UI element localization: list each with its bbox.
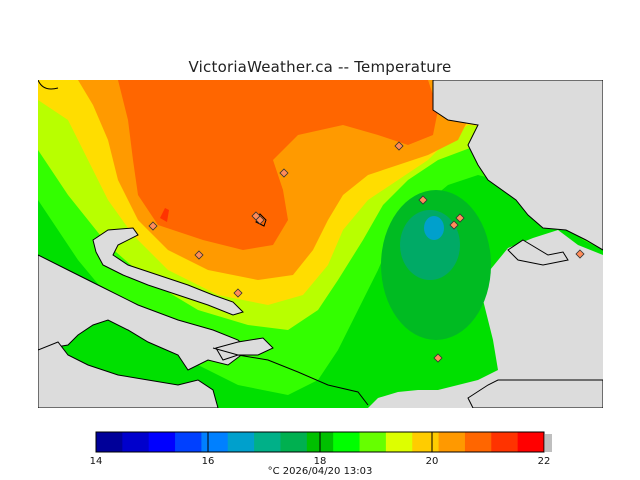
legend-swatch	[359, 432, 387, 452]
legend-border	[95, 431, 545, 453]
station-marker	[233, 288, 243, 298]
legend-tick-label: 16	[202, 456, 215, 467]
station-marker	[433, 353, 443, 363]
station-marker	[449, 220, 459, 230]
water-south	[38, 341, 219, 408]
legend-swatch	[280, 432, 308, 452]
water-east	[432, 80, 603, 251]
legend-swatch	[517, 432, 545, 452]
station-marker	[279, 168, 289, 178]
legend-swatch	[148, 432, 176, 452]
legend-swatch	[175, 432, 202, 452]
legend-ticks: 14 16 18 20 22	[90, 432, 551, 467]
station-marker	[148, 221, 158, 231]
legend-swatch	[333, 432, 361, 452]
water-southeast	[467, 379, 603, 408]
legend-swatch	[464, 432, 492, 452]
legend-swatch	[122, 432, 150, 452]
contour-teal	[400, 210, 460, 280]
water-harbour	[92, 227, 244, 316]
coast-south-land	[212, 347, 369, 406]
coast-north-arc	[38, 80, 59, 90]
contour-cyan	[424, 216, 444, 240]
contour-red-spot	[160, 208, 169, 222]
temperature-map	[38, 80, 603, 408]
legend-swatch	[254, 432, 281, 452]
legend-swatch	[201, 432, 229, 452]
legend-swatch	[227, 432, 255, 452]
water-inlet	[507, 239, 569, 266]
legend-tick-label: 20	[426, 456, 439, 467]
legend-swatch	[96, 432, 123, 452]
legend-swatch	[306, 432, 334, 452]
legend-swatch	[491, 432, 519, 452]
legend-swatch	[412, 432, 440, 452]
legend-caption: °C 2026/04/20 13:03	[268, 466, 373, 477]
station-marker	[194, 250, 204, 260]
station-marker	[394, 141, 404, 151]
legend-tick-label: 22	[538, 456, 551, 467]
station-marker	[575, 249, 585, 259]
station-marker	[255, 215, 265, 225]
legend-shadow	[545, 434, 552, 452]
legend-swatch	[385, 432, 413, 452]
legend-swatch	[438, 432, 466, 452]
legend-swatches	[95, 431, 545, 453]
map-title: VictoriaWeather.ca -- Temperature	[188, 58, 452, 76]
water-areas	[38, 80, 603, 408]
water-strait	[38, 254, 249, 371]
station-marker	[418, 195, 428, 205]
legend-tick-label: 18	[314, 456, 327, 467]
station-marker	[455, 213, 465, 223]
weather-stations	[148, 141, 585, 363]
legend-tick-label: 14	[90, 456, 103, 467]
contour-darkorange	[118, 80, 438, 250]
water-bay	[215, 337, 274, 361]
